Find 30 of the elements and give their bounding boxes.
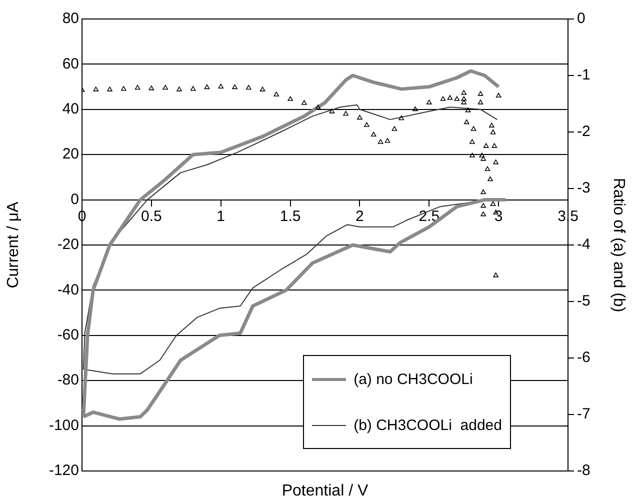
y2-tick-label: 0	[577, 10, 586, 28]
y2-tick-label: -3	[577, 180, 590, 197]
y-tick-label: -60	[57, 326, 79, 344]
y2-tick-label: -2	[577, 123, 590, 140]
legend-label: (b) CH3COOLi added	[354, 416, 502, 434]
y-tick-label: 80	[62, 10, 79, 28]
legend-label: (a) no CH3COOLi	[354, 370, 473, 388]
y-tick-label: -80	[57, 372, 79, 389]
y2-tick-label: -4	[577, 236, 590, 254]
y-tick-label: 20	[62, 146, 79, 163]
x-tick-label: 1	[216, 208, 226, 225]
x-axis-title: Potential / V	[282, 482, 368, 500]
y-tick-label: -100	[48, 416, 79, 434]
y2-tick-label: -7	[577, 406, 590, 423]
y2-tick-label: -8	[577, 462, 590, 480]
y2-tick-label: -6	[577, 349, 590, 366]
y2-tick-label: -5	[577, 292, 590, 310]
y-tick-label: -120	[48, 462, 79, 480]
y2-tick-label: -1	[577, 66, 590, 84]
x-tick-label: 0.5	[141, 208, 162, 225]
y-tick-label: 60	[62, 55, 79, 72]
y-tick-label: 40	[62, 100, 79, 118]
y-tick-label: -20	[57, 236, 79, 254]
y-axis-title: Current / μA	[5, 201, 22, 288]
y-tick-label: -40	[57, 281, 79, 298]
y-tick-label: 0	[70, 190, 79, 208]
x-tick-label: 1.5	[280, 208, 301, 225]
x-tick-label: 3	[494, 208, 503, 225]
y2-axis-title: Ratio of (a) and (b)	[610, 178, 627, 312]
x-tick-label: 2	[356, 208, 364, 225]
